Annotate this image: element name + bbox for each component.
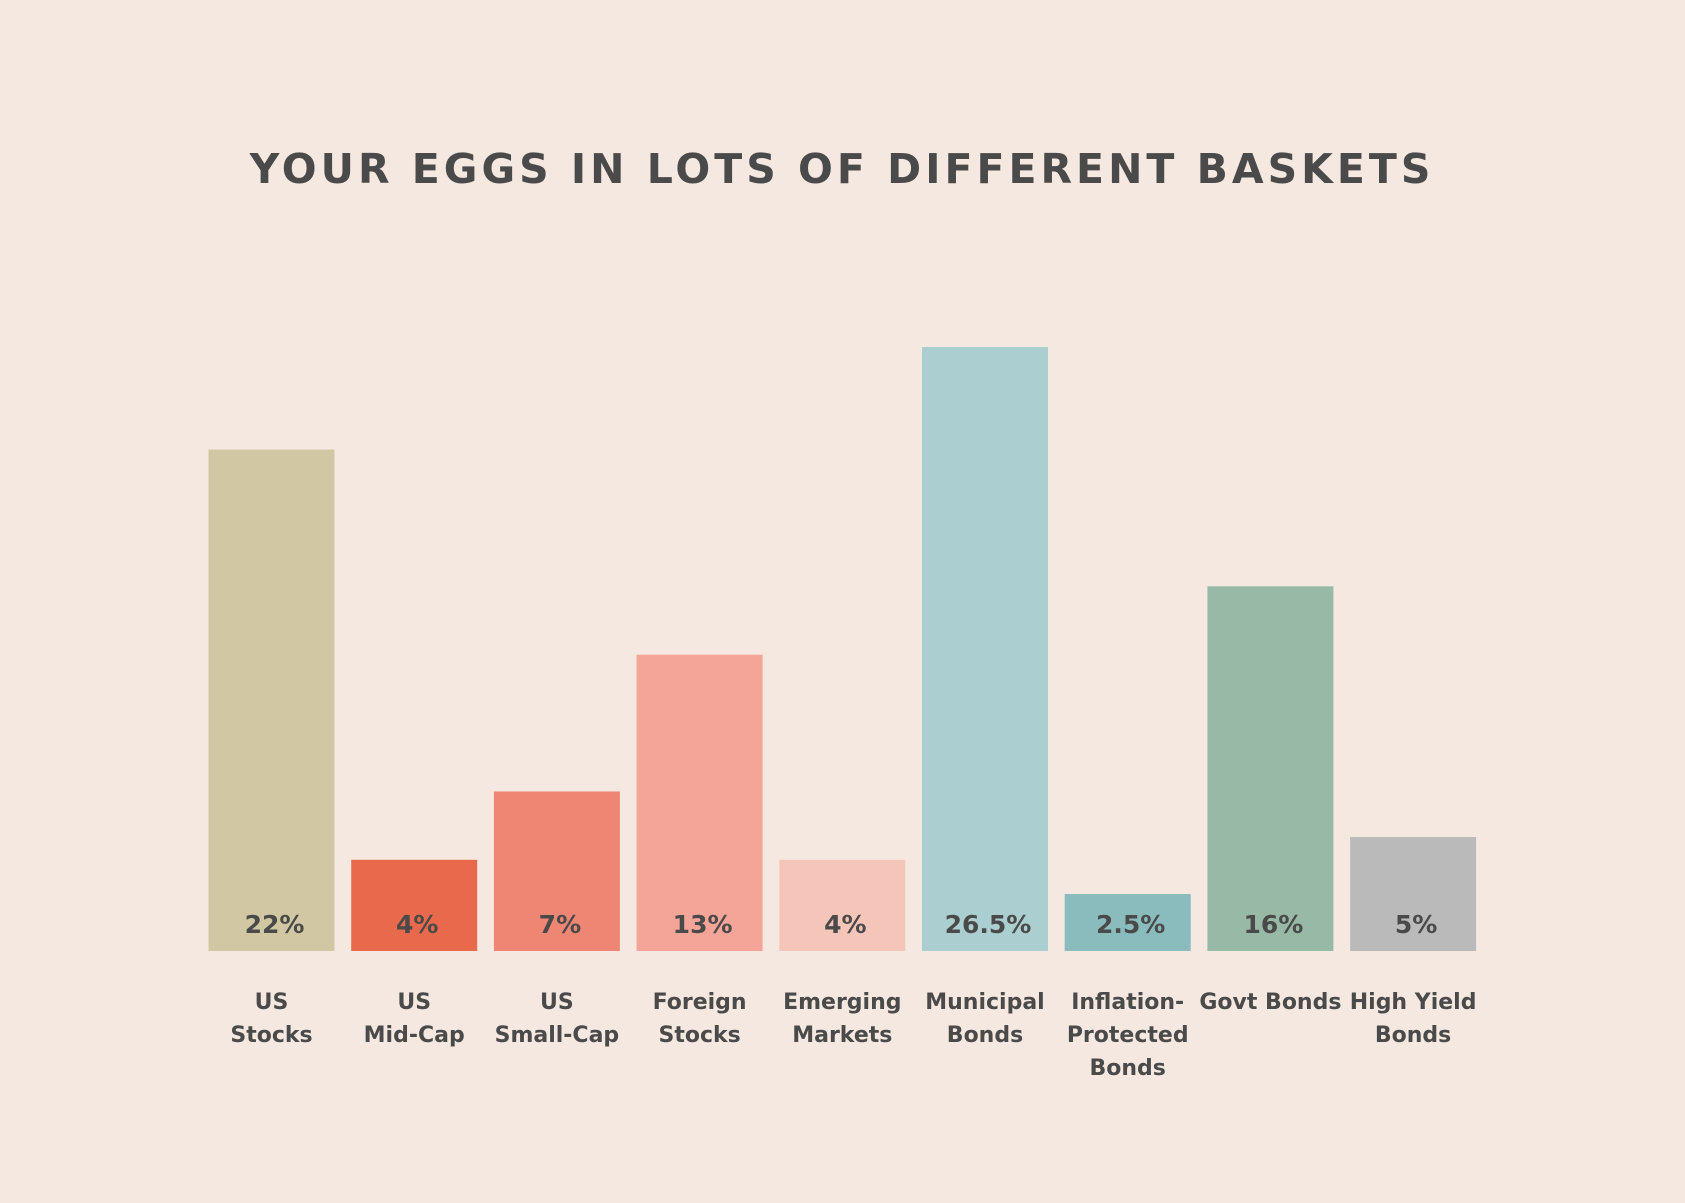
value-label: 7% [539, 910, 581, 939]
value-label: 4% [824, 910, 866, 939]
category-label: US [540, 990, 574, 1015]
category-label: High Yield [1350, 990, 1477, 1015]
category-label: Govt Bonds [1199, 990, 1341, 1015]
value-label: 22% [245, 910, 305, 939]
value-label: 16% [1243, 910, 1303, 939]
category-label: Markets [792, 1023, 892, 1048]
category-label: Mid-Cap [364, 1023, 465, 1048]
category-label: US [397, 990, 431, 1015]
category-label: Bonds [947, 1023, 1023, 1048]
chart-title: YOUR EGGS IN LOTS OF DIFFERENT BASKETS [249, 145, 1435, 193]
category-label: Protected [1067, 1023, 1189, 1048]
category-label: Bonds [1375, 1023, 1451, 1048]
bar [1350, 837, 1477, 951]
category-label: Bonds [1090, 1056, 1166, 1081]
bar [351, 859, 478, 951]
value-label: 5% [1395, 910, 1437, 939]
category-label: Stocks [230, 1023, 312, 1048]
category-label: Inflation- [1071, 990, 1184, 1015]
bar [636, 654, 763, 951]
value-label: 26.5% [945, 910, 1032, 939]
category-label: Small-Cap [495, 1023, 620, 1048]
bar [779, 859, 906, 951]
category-label: US [255, 990, 289, 1015]
category-label: Stocks [658, 1023, 740, 1048]
value-label: 4% [396, 910, 438, 939]
value-label: 13% [673, 910, 733, 939]
bar [922, 347, 1048, 951]
category-label: Emerging [783, 990, 901, 1015]
bar [493, 791, 620, 951]
category-label: Municipal [925, 990, 1044, 1015]
bar [1064, 894, 1191, 951]
category-label: Foreign [653, 990, 747, 1015]
bar [208, 449, 335, 951]
value-label: 2.5% [1096, 910, 1165, 939]
bar [1207, 586, 1334, 951]
